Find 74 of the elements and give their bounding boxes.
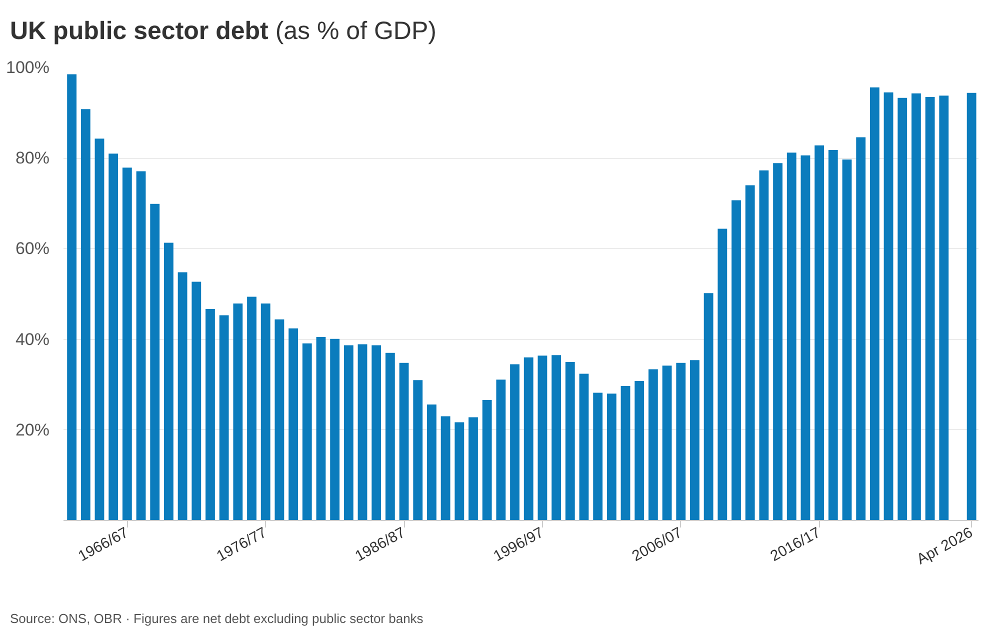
bar (399, 362, 409, 520)
source-note: Source: ONS, OBR · Figures are net debt excluding public sector banks (10, 610, 424, 628)
bar (247, 296, 256, 520)
bar (178, 272, 188, 520)
bar (925, 96, 935, 520)
y-tick-label: 100% (6, 58, 50, 77)
x-tick-label: Apr 2026 (914, 524, 976, 568)
bar (676, 362, 686, 520)
bar (786, 152, 796, 520)
bar (690, 360, 700, 520)
bar (330, 338, 340, 520)
bar (122, 168, 132, 520)
bar (579, 374, 589, 520)
chart-subtitle: (as % of GDP) (275, 17, 436, 45)
bar (828, 150, 838, 520)
bar (552, 355, 562, 520)
y-tick-label: 60% (15, 239, 50, 258)
bar (496, 380, 506, 520)
y-tick-label: 80% (15, 148, 50, 168)
bar (385, 352, 395, 520)
bar (94, 138, 104, 520)
bar (67, 74, 77, 520)
bar (538, 356, 548, 520)
bar (206, 308, 215, 520)
bar (108, 154, 118, 520)
bar (759, 170, 769, 520)
bar (606, 394, 616, 520)
bar (482, 400, 492, 520)
bar (648, 369, 658, 520)
bar (288, 328, 298, 520)
bar (344, 345, 354, 520)
bar (898, 98, 908, 520)
bar (565, 362, 575, 520)
bar (274, 319, 284, 520)
bar (593, 392, 603, 520)
bar (219, 315, 229, 520)
bar (260, 304, 270, 520)
bar (884, 92, 894, 520)
bar (912, 93, 921, 520)
bar (150, 204, 160, 520)
bar (718, 228, 728, 520)
bar (704, 293, 714, 520)
bar (510, 364, 520, 520)
bar (427, 404, 436, 520)
bar (814, 145, 824, 520)
bar (842, 159, 852, 520)
bar (192, 282, 202, 520)
bar (870, 87, 880, 520)
bar (233, 304, 243, 520)
y-tick-label: 40% (15, 330, 50, 349)
bar (524, 357, 534, 520)
bar (732, 200, 741, 520)
bar (358, 344, 368, 520)
bar (136, 171, 146, 520)
bar (662, 366, 672, 520)
bar (440, 416, 450, 520)
bar (800, 155, 810, 520)
bar (966, 92, 976, 520)
y-tick-label: 20% (15, 420, 50, 440)
bar (634, 380, 644, 520)
bar (302, 343, 312, 520)
bar (454, 422, 464, 520)
bar (316, 337, 326, 520)
bar (80, 109, 90, 520)
bar (164, 242, 174, 520)
bar (372, 345, 382, 520)
bar (939, 96, 949, 520)
bar (856, 137, 866, 520)
bar (413, 380, 423, 520)
bar (745, 185, 755, 520)
bar (468, 417, 478, 520)
chart-title: UK public sector debt (10, 17, 268, 45)
bar (620, 386, 630, 520)
bar (773, 163, 782, 520)
